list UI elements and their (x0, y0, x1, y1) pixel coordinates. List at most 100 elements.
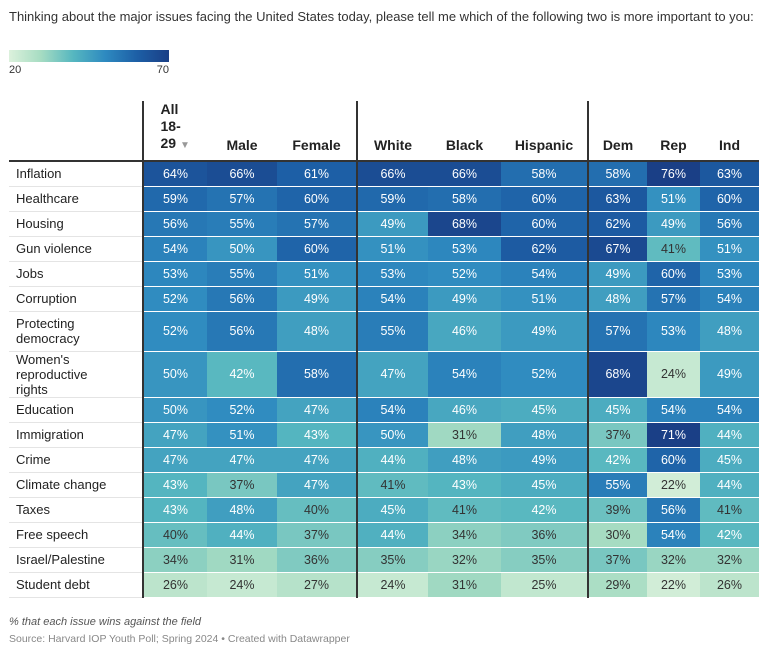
row-label: Women's reproductive rights (9, 351, 143, 398)
table-row: Climate change 43% 37% 47% 41% 43% 45% 55% 22% 44… (9, 472, 759, 498)
heatmap-cell: 41% (647, 236, 700, 262)
heatmap-cell: 62% (501, 236, 588, 262)
heatmap-cell: 52% (207, 397, 277, 423)
heatmap-cell: 52% (428, 261, 501, 287)
heatmap-cell: 55% (207, 261, 277, 287)
heatmap-cell: 57% (647, 286, 700, 312)
heatmap-cell: 51% (501, 286, 588, 312)
heatmap-cell: 52% (142, 311, 207, 352)
heatmap-cell: 45% (501, 472, 588, 498)
heatmap-cell: 51% (356, 236, 428, 262)
legend-max-label: 70 (156, 64, 169, 76)
heatmap-cell: 32% (700, 547, 759, 573)
heatmap-cell: 44% (700, 422, 759, 448)
table-row: Inflation 64% 66% 61% 66% 66% 58% 58% 76% 63% (9, 161, 759, 187)
heatmap-cell: 47% (142, 422, 207, 448)
column-header-all[interactable]: All 18-29 ▼ (142, 101, 207, 161)
heatmap-cell: 30% (587, 522, 647, 548)
heatmap-cell: 31% (207, 547, 277, 573)
column-header-black[interactable]: Black (445, 137, 484, 153)
column-header-hispanic[interactable]: Hispanic (514, 137, 574, 153)
heatmap-cell: 35% (501, 547, 588, 573)
column-header-white[interactable]: White (356, 101, 428, 161)
heatmap-cell: 47% (277, 397, 357, 423)
heatmap-cell: 46% (428, 311, 501, 352)
column-header-male[interactable]: Male (226, 137, 258, 153)
heatmap-cell: 54% (647, 397, 700, 423)
heatmap-cell: 47% (207, 447, 277, 473)
heatmap-cell: 34% (428, 522, 501, 548)
heatmap-cell: 24% (647, 351, 700, 398)
row-label: Immigration (9, 422, 143, 448)
heatmap-cell: 47% (277, 472, 357, 498)
heatmap-cell: 67% (587, 236, 647, 262)
heatmap-cell: 43% (277, 422, 357, 448)
heatmap-cell: 37% (277, 522, 357, 548)
heatmap-cell: 29% (587, 572, 647, 598)
heatmap-cell: 66% (356, 161, 428, 187)
heatmap-cell: 49% (277, 286, 357, 312)
heatmap-cell: 43% (142, 497, 207, 523)
heatmap-cell: 22% (647, 472, 700, 498)
heatmap-cell: 27% (277, 572, 357, 598)
row-label: Taxes (9, 497, 143, 523)
heatmap-cell: 66% (207, 161, 277, 187)
heatmap-cell: 41% (428, 497, 501, 523)
heatmap-cell: 43% (142, 472, 207, 498)
heatmap-cell: 37% (587, 547, 647, 573)
heatmap-cell: 34% (142, 547, 207, 573)
column-header-dem[interactable]: Dem (587, 101, 647, 161)
heatmap-cell: 50% (207, 236, 277, 262)
heatmap-cell: 62% (587, 211, 647, 237)
row-label: Corruption (9, 286, 143, 312)
heatmap-cell: 57% (207, 186, 277, 212)
column-header-female[interactable]: Female (292, 137, 341, 153)
heatmap-cell: 48% (207, 497, 277, 523)
heatmap-cell: 49% (700, 351, 759, 398)
heatmap-cell: 55% (587, 472, 647, 498)
table-row: Crime 47% 47% 47% 44% 48% 49% 42% 60% 45% (9, 447, 759, 473)
heatmap-cell: 68% (428, 211, 501, 237)
heatmap-cell: 56% (142, 211, 207, 237)
heatmap-cell: 56% (207, 311, 277, 352)
heatmap-cell: 54% (501, 261, 588, 287)
table-row: Education 50% 52% 47% 54% 46% 45% 45% 54% 54% (9, 397, 759, 423)
heatmap-cell: 60% (700, 186, 759, 212)
heatmap-cell: 44% (356, 447, 428, 473)
row-label: Housing (9, 211, 143, 237)
heatmap-cell: 44% (700, 472, 759, 498)
heatmap-cell: 51% (207, 422, 277, 448)
column-header-rep[interactable]: Rep (660, 137, 687, 153)
heatmap-cell: 53% (142, 261, 207, 287)
heatmap-cell: 54% (356, 286, 428, 312)
heatmap-cell: 50% (142, 397, 207, 423)
heatmap-cell: 66% (428, 161, 501, 187)
heatmap-cell: 47% (142, 447, 207, 473)
heatmap-cell: 45% (700, 447, 759, 473)
heatmap-cell: 53% (356, 261, 428, 287)
heatmap-cell: 42% (501, 497, 588, 523)
heatmap-cell: 45% (356, 497, 428, 523)
heatmap-cell: 60% (277, 186, 357, 212)
table-row: Healthcare 59% 57% 60% 59% 58% 60% 63% 51% 60% (9, 186, 759, 212)
table-row: Immigration 47% 51% 43% 50% 31% 48% 37% 71% 44% (9, 422, 759, 448)
table-row: Protecting democracy 52% 56% 48% 55% 46% 49% 57… (9, 311, 759, 352)
heatmap-cell: 55% (207, 211, 277, 237)
column-header-ind[interactable]: Ind (719, 137, 740, 153)
heatmap-cell: 39% (587, 497, 647, 523)
heatmap-cell: 48% (700, 311, 759, 352)
row-label: Student debt (9, 572, 143, 598)
heatmap-cell: 58% (428, 186, 501, 212)
chart-source: Source: Harvard IOP Youth Poll; Spring 2… (9, 633, 350, 645)
table-row: Gun violence 54% 50% 60% 51% 53% 62% 67% 41% 51% (9, 236, 759, 262)
heatmap-cell: 47% (356, 351, 428, 398)
sort-descending-icon: ▼ (179, 140, 190, 151)
heatmap-cell: 24% (356, 572, 428, 598)
heatmap-cell: 48% (428, 447, 501, 473)
heatmap-cell: 57% (587, 311, 647, 352)
heatmap-cell: 60% (501, 186, 588, 212)
heatmap-cell: 53% (647, 311, 700, 352)
heatmap-cell: 36% (501, 522, 588, 548)
heatmap-cell: 41% (356, 472, 428, 498)
row-header-cell (9, 101, 143, 161)
